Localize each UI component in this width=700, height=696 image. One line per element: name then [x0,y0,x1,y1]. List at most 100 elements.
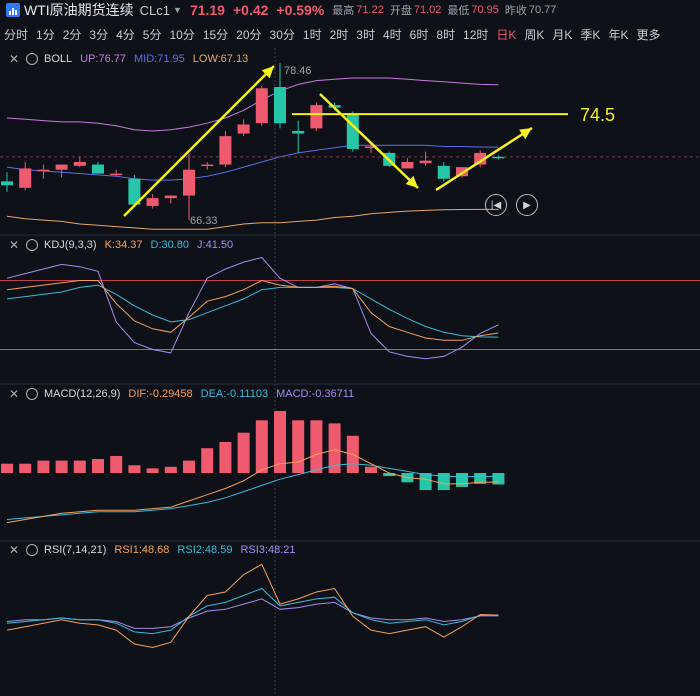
macd-histogram-bar [492,473,505,485]
low-marker-label: 66.33 [190,215,218,227]
period-tab[interactable]: 2时 [329,27,349,42]
candle-body [219,136,232,165]
macd-name: MACD(12,26,9) [44,388,121,400]
rsi2: RSI2:48.59 [177,544,233,556]
period-tab[interactable]: 3分 [89,27,109,42]
candle-body [164,195,177,199]
macd-histogram-bar [419,473,432,491]
trend-arrow-down [319,93,419,189]
quote-header: WTI原油期货连续 CLc1 ▼ 71.19 +0.42 +0.59% 最高 7… [0,0,700,20]
macd-histogram-bar [456,473,468,487]
close-icon[interactable]: ✕ [8,387,20,401]
high-marker-label: 78.46 [284,65,312,77]
stat-high-label: 最高 [332,5,355,17]
boll-legend: ✕ BOLL UP:76.77 MID:71.95 LOW:67.13 [0,50,248,68]
period-tab[interactable]: 8时 [436,27,456,42]
macd-histogram-bar [437,473,450,491]
candle-body [237,124,250,134]
period-tab[interactable]: 12时 [463,27,489,42]
macd-histogram-bar [146,468,159,473]
chart-area[interactable]: 78.46 66.33 74.5 [0,48,700,696]
macd-histogram-bar [201,448,214,473]
trend-arrow-down-head [405,175,418,188]
candle-body [310,105,323,129]
candle-body [110,173,123,176]
stat-prevclose-label: 昨收 [504,5,527,17]
period-tab[interactable]: 更多 [636,27,661,42]
macd-dif-line [6,449,499,524]
boll-low-line [6,208,499,230]
period-tab[interactable]: 4时 [382,27,402,42]
kdj-j: J:41.50 [197,239,234,251]
macd-histogram-bar [37,460,50,473]
period-tab[interactable]: 1时 [302,27,322,42]
rsi3: RSI3:48.21 [240,544,296,556]
close-icon[interactable]: ✕ [8,238,20,252]
period-tab[interactable]: 周K [524,27,545,42]
candle-body [201,164,214,167]
gear-icon[interactable] [26,53,38,65]
candle-body [274,87,286,124]
stat-open-label: 开盘 [389,5,412,17]
macd-histogram-bar [474,473,487,484]
period-tab[interactable]: 2分 [62,27,82,42]
kdj-k-line [6,279,499,341]
macd-histogram-bar [19,463,32,473]
candle-body [365,146,377,148]
kdj-j-line [6,256,499,360]
boll-mid-line [6,144,499,181]
period-tab[interactable]: 年K [608,27,629,42]
period-tab[interactable]: 日K [496,27,517,42]
macd-histogram-bar [274,411,286,473]
instrument-code[interactable]: CLc1 [139,2,171,18]
candle-body [255,88,268,124]
macd-histogram-bar [237,432,250,473]
macd-histogram-bar [383,473,396,477]
candle-body [346,114,359,150]
period-tab[interactable]: 5分 [142,27,162,42]
period-tab[interactable]: 1分 [36,27,55,42]
gear-icon[interactable] [26,239,38,251]
period-tab[interactable]: 月K [552,27,573,42]
play-icon: ▶ [523,199,531,211]
chart-bars-icon [6,3,20,17]
scroll-forward-button[interactable]: ▶ [516,194,538,216]
macd-histogram-bar [164,466,177,473]
period-tab[interactable]: 分时 [4,27,29,42]
period-tab[interactable]: 4分 [116,27,135,42]
period-tab[interactable]: 30分 [269,27,295,42]
close-icon[interactable]: ✕ [8,543,20,557]
macd-histogram-bar [328,423,341,473]
stat-high-value: 71.22 [356,4,384,16]
kdj-d-line [6,284,499,338]
macd-legend: ✕ MACD(12,26,9) DIF:-0.29458 DEA:-0.1110… [0,385,354,403]
scroll-back-button[interactable]: |◀ [485,194,507,216]
period-tab[interactable]: 季K [580,27,601,42]
chevron-down-icon[interactable]: ▼ [173,5,182,15]
kdj-k: K:34.37 [104,239,143,251]
macd-histogram-bar [128,465,141,473]
macd-histogram-bar [55,460,68,473]
macd-dif: DIF:-0.29458 [128,388,193,400]
period-tab[interactable]: 10分 [169,27,195,42]
macd-histogram-bar [73,460,86,473]
candle-body [292,130,305,134]
close-icon[interactable]: ✕ [8,52,20,66]
candle-body [183,169,195,196]
boll-mid: MID:71.95 [134,53,185,65]
macd-histogram-bar [255,420,268,473]
gear-icon[interactable] [26,388,38,400]
period-tab[interactable]: 3时 [356,27,375,42]
boll-name: BOLL [44,53,73,65]
candle-body [492,156,505,159]
period-tab[interactable]: 6时 [409,27,429,42]
period-tab[interactable]: 20分 [236,27,262,42]
instrument-title: WTI原油期货连续 [24,2,134,18]
candle-body [401,161,414,169]
boll-up: UP:76.77 [80,53,127,65]
period-tab[interactable]: 15分 [202,27,229,42]
rsi1: RSI1:48.68 [114,544,170,556]
rsi3-line [6,598,499,629]
macd-value: MACD:-0.36711 [276,388,355,400]
gear-icon[interactable] [26,544,38,556]
